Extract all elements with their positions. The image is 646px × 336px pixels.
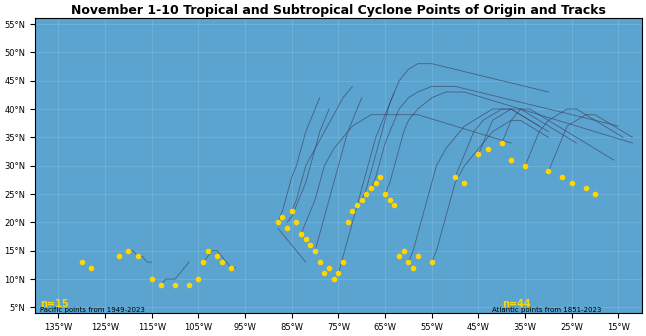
Text: n=15: n=15 xyxy=(39,299,68,309)
Text: Atlantic points from 1851-2023: Atlantic points from 1851-2023 xyxy=(492,307,602,313)
Text: n=44: n=44 xyxy=(502,299,530,309)
Title: November 1-10 Tropical and Subtropical Cyclone Points of Origin and Tracks: November 1-10 Tropical and Subtropical C… xyxy=(71,4,606,17)
Text: Pacific points from 1949-2023: Pacific points from 1949-2023 xyxy=(39,307,145,313)
